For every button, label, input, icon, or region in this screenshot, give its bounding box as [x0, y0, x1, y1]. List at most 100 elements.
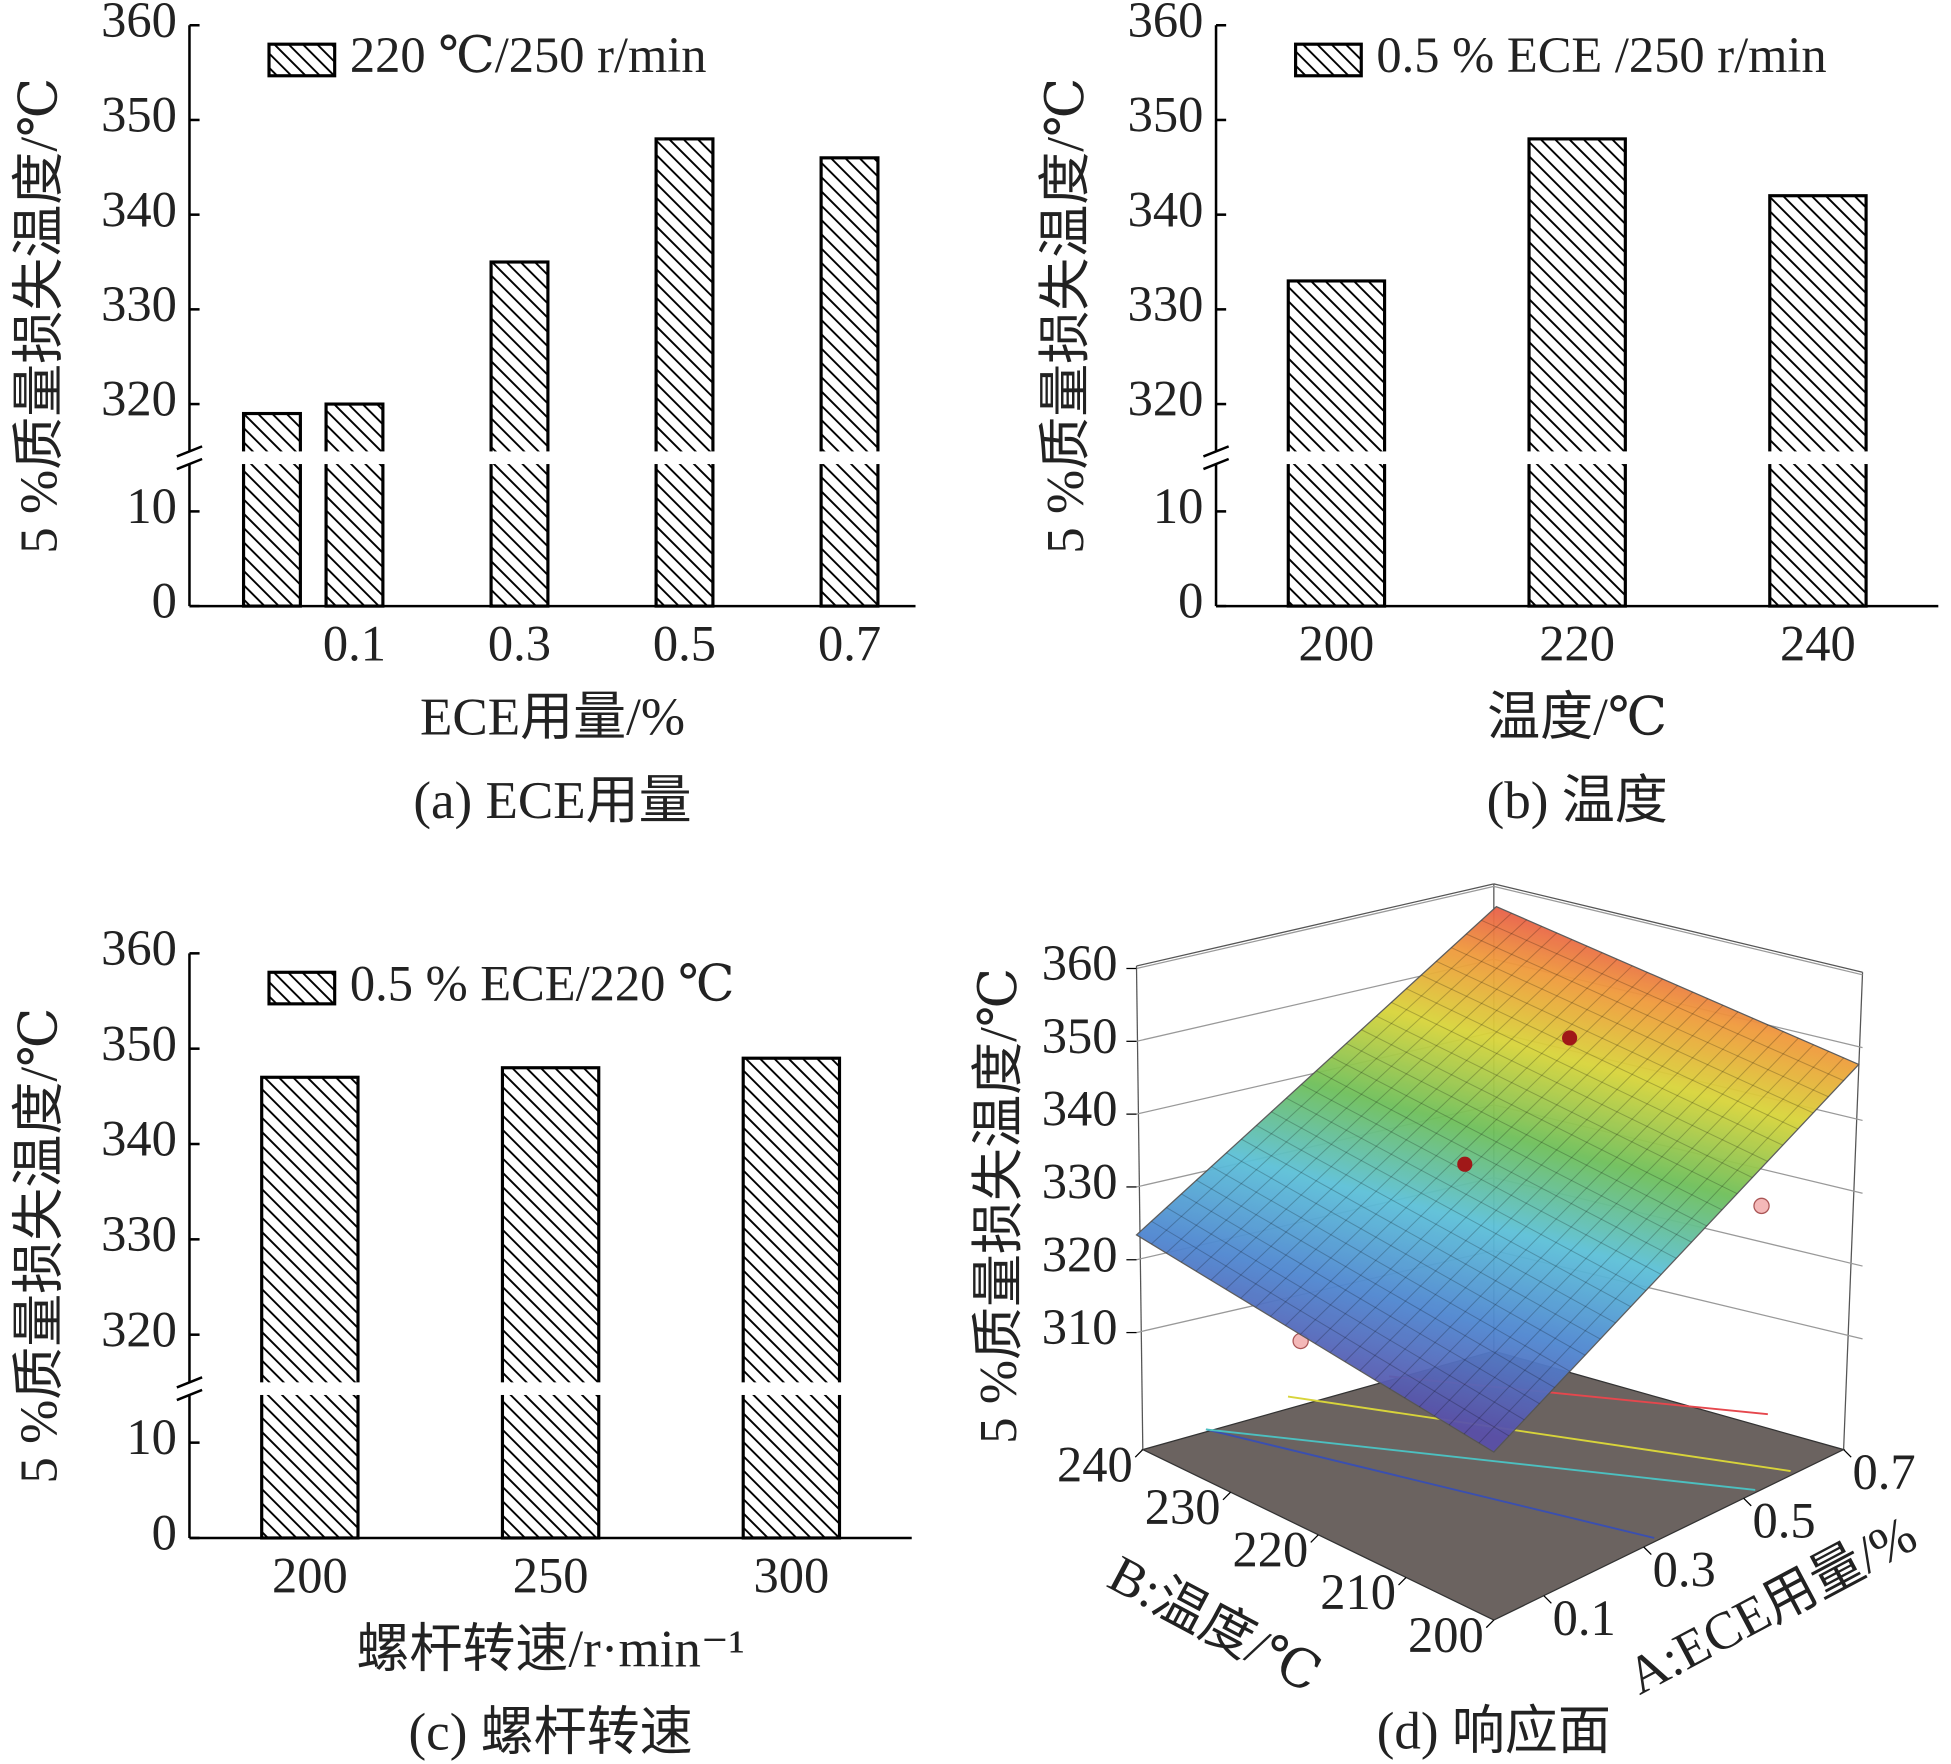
- mesh-line: [1463, 1050, 1829, 1435]
- y-tick-label: 330: [101, 1206, 177, 1262]
- bar: [819, 156, 880, 608]
- y-axis-label: 5 %质量损失温度/℃: [10, 1008, 68, 1484]
- z-tick-label: 350: [1042, 1008, 1118, 1064]
- mesh-line: [1181, 1193, 1540, 1405]
- y-tick-label: 340: [101, 1111, 177, 1167]
- y-tick: [1310, 1534, 1319, 1543]
- mesh-line: [1314, 985, 1678, 1344]
- axis-break: [176, 457, 203, 471]
- mesh-line: [1419, 1031, 1784, 1408]
- y-tick-label: 230: [1145, 1479, 1221, 1535]
- mesh-line: [1361, 1029, 1723, 1211]
- mesh-line: [1286, 1097, 1647, 1292]
- points: [1457, 1030, 1770, 1215]
- bar: [241, 411, 302, 608]
- box-edge: [1842, 972, 1864, 1450]
- y-axis-label: 5 %质量损失温度/℃: [1037, 78, 1095, 554]
- box-edge: [1493, 883, 1863, 973]
- mesh-line: [1301, 1084, 1662, 1275]
- mesh-line: [1151, 912, 1512, 1245]
- mesh-line: [1270, 965, 1633, 1317]
- y-tick: [1134, 1449, 1144, 1458]
- bar-break: [323, 451, 386, 465]
- x-tick-label: 0.5: [1753, 1493, 1816, 1549]
- mesh-line: [1316, 1070, 1677, 1259]
- mesh-line: [1256, 1125, 1616, 1324]
- caption: (b) 温度: [1487, 772, 1668, 830]
- legend-swatch: [267, 970, 337, 1006]
- mesh-line: [1210, 939, 1573, 1281]
- bar-break: [653, 451, 716, 465]
- mesh-line: [1196, 1179, 1555, 1388]
- legend-swatch: [267, 42, 337, 78]
- y-tick-label: 350: [101, 1015, 177, 1071]
- y-tick-label: 320: [1128, 371, 1204, 427]
- axis-break: [176, 1388, 203, 1402]
- x-tick-label: 0.3: [1653, 1541, 1716, 1597]
- mesh-line: [1436, 960, 1799, 1130]
- mesh-line: [1359, 1004, 1724, 1372]
- y-tick-label: 0: [1178, 573, 1203, 629]
- x-axis-label: 温度/℃: [1487, 688, 1667, 746]
- legend-swatch: [1294, 42, 1363, 78]
- bar: [489, 260, 550, 608]
- y-tick-label: 240: [1057, 1436, 1133, 1492]
- mesh-line: [1329, 991, 1694, 1353]
- bar-break: [499, 1382, 602, 1395]
- y-tick-label: 200: [1408, 1607, 1484, 1663]
- z-tick-label: 310: [1042, 1299, 1118, 1355]
- y-tick-label: 350: [101, 87, 177, 143]
- x-tick-label: 0.1: [1553, 1590, 1616, 1646]
- y-tick-label: 10: [126, 1409, 177, 1465]
- x-tick: [1743, 1497, 1752, 1507]
- x-tick-label: 0.7: [818, 616, 881, 672]
- mesh-line: [1478, 1057, 1845, 1444]
- mesh-line: [1406, 988, 1768, 1162]
- z-tick-label: 340: [1042, 1081, 1118, 1137]
- box-edge: [1135, 965, 1144, 1450]
- mesh-line: [1389, 1018, 1754, 1390]
- mesh-line: [1285, 972, 1648, 1326]
- y-tick-label: 360: [101, 920, 177, 976]
- bar-break: [259, 1382, 361, 1395]
- bar: [500, 1066, 601, 1540]
- bar: [260, 1075, 360, 1540]
- y-tick-label: 220: [1232, 1522, 1308, 1578]
- mesh-line: [1374, 1011, 1739, 1381]
- mesh-line: [1448, 1044, 1814, 1426]
- x-tick: [1543, 1595, 1552, 1604]
- box-edge: [1136, 883, 1494, 967]
- legend-label: 220 ℃/250 r/min: [350, 27, 707, 83]
- surface-layer: [1135, 905, 1860, 1453]
- mesh-line: [1331, 1056, 1692, 1243]
- contour: [1205, 1428, 1655, 1539]
- mesh-line: [1433, 1037, 1799, 1417]
- y-tick-label: 0: [152, 573, 177, 629]
- contour: [1205, 1428, 1756, 1491]
- caption: (d) 响应面: [1377, 1702, 1611, 1760]
- mesh-line: [1346, 1042, 1707, 1227]
- y-tick: [1222, 1491, 1232, 1501]
- caption: (c) 螺杆转速: [409, 1704, 693, 1762]
- y-tick-label: 350: [1128, 87, 1204, 143]
- mesh-line: [1226, 1152, 1586, 1356]
- x-tick-label: 200: [272, 1548, 348, 1604]
- bar-break: [1526, 451, 1628, 465]
- y-tick-label: 360: [101, 0, 177, 48]
- bar-break: [1285, 451, 1388, 465]
- axis-break: [176, 1376, 203, 1389]
- mesh-line: [1344, 998, 1709, 1362]
- bar: [1768, 194, 1868, 608]
- bar-break: [241, 451, 303, 465]
- bar: [741, 1056, 842, 1540]
- y-tick-label: 0: [152, 1505, 177, 1561]
- mesh-line: [1225, 945, 1588, 1290]
- mesh-line: [1466, 933, 1829, 1098]
- x-tick-label: 0.5: [653, 616, 716, 672]
- bar: [1527, 137, 1627, 608]
- x-tick-label: 200: [1299, 616, 1375, 672]
- legend-label: 0.5 % ECE /250 r/min: [1376, 27, 1826, 83]
- mesh-line: [1180, 925, 1543, 1263]
- bar-break: [818, 451, 881, 465]
